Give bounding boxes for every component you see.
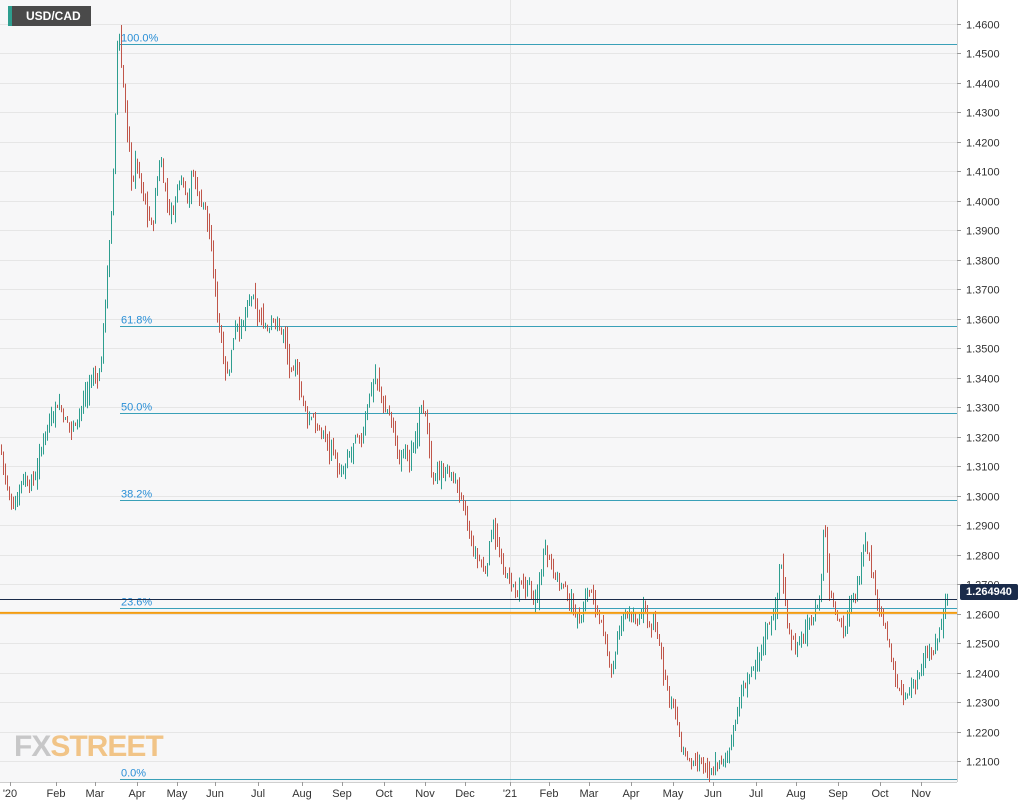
price-axis[interactable]: 1.21001.22001.23001.24001.25001.26001.27… — [957, 20, 1000, 769]
y-tick-label: 1.3600 — [966, 315, 1000, 327]
y-tick-label: 1.2600 — [966, 610, 1000, 622]
y-tick-label: 1.2500 — [966, 639, 1000, 651]
y-tick-label: 1.3700 — [966, 285, 1000, 297]
x-tick-label: Aug — [786, 788, 806, 800]
y-tick-label: 1.4000 — [966, 197, 1000, 209]
fibonacci-levels: 100.0% 61.8% 50.0% 38.2% 23.6% 0.0% — [120, 33, 957, 780]
y-tick-label: 1.4100 — [966, 167, 1000, 179]
fib-label: 0.0% — [121, 768, 146, 780]
y-tick-label: 1.2100 — [966, 757, 1000, 769]
y-tick-label: 1.3300 — [966, 403, 1000, 415]
y-tick-label: 1.3000 — [966, 492, 1000, 504]
x-tick-label: Jun — [704, 788, 722, 800]
x-tick-label: Dec — [455, 788, 475, 800]
symbol-label: USD/CAD — [8, 6, 91, 26]
x-tick-label: '21 — [503, 788, 517, 800]
gridlines — [0, 0, 957, 782]
last-price-tag: 1.264940 — [960, 584, 1018, 600]
y-tick-label: 1.2300 — [966, 698, 1000, 710]
x-tick-label: May — [167, 788, 188, 800]
y-tick-label: 1.4400 — [966, 79, 1000, 91]
y-tick-label: 1.3500 — [966, 344, 1000, 356]
x-tick-label: Feb — [540, 788, 559, 800]
fib-label: 61.8% — [121, 315, 152, 327]
x-tick-label: Sep — [332, 788, 352, 800]
fib-label: 100.0% — [121, 33, 159, 45]
x-tick-label: Apr — [622, 788, 639, 800]
plot-area — [0, 0, 957, 782]
y-tick-label: 1.2900 — [966, 521, 1000, 533]
y-tick-label: 1.2800 — [966, 551, 1000, 563]
x-tick-label: Jul — [749, 788, 763, 800]
fib-label: 50.0% — [121, 402, 152, 414]
y-tick-label: 1.4600 — [966, 20, 1000, 32]
time-axis[interactable]: '20 Feb Mar Apr May Jun Jul Aug Sep Oct Nov Dec '21 F… — [3, 782, 931, 800]
y-tick-label: 1.3900 — [966, 226, 1000, 238]
x-tick-label: Apr — [128, 788, 145, 800]
x-tick-label: Jul — [251, 788, 265, 800]
x-tick-label: Oct — [375, 788, 392, 800]
x-tick-label: Mar — [86, 788, 105, 800]
x-tick-label: Nov — [415, 788, 435, 800]
logo-text-street: STREET — [50, 730, 163, 763]
x-tick-label: Oct — [871, 788, 888, 800]
x-tick-label: Jun — [206, 788, 224, 800]
x-tick-label: Mar — [580, 788, 599, 800]
x-tick-label: Feb — [47, 788, 66, 800]
y-tick-label: 1.3800 — [966, 256, 1000, 268]
fxstreet-logo: FXSTREET — [14, 730, 164, 764]
x-tick-label: Nov — [911, 788, 931, 800]
y-tick-label: 1.2200 — [966, 728, 1000, 740]
y-tick-label: 1.4200 — [966, 138, 1000, 150]
y-tick-label: 1.3100 — [966, 462, 1000, 474]
x-tick-label: May — [663, 788, 684, 800]
horizontal-lines — [0, 599, 957, 614]
x-tick-label: '20 — [3, 788, 17, 800]
x-tick-label: Aug — [292, 788, 312, 800]
y-tick-label: 1.4500 — [966, 49, 1000, 61]
y-tick-label: 1.2400 — [966, 669, 1000, 681]
fib-label: 38.2% — [121, 489, 152, 501]
y-tick-label: 1.4300 — [966, 108, 1000, 120]
y-tick-label: 1.3200 — [966, 433, 1000, 445]
logo-text-fx: FX — [14, 730, 51, 763]
fib-label: 23.6% — [121, 597, 152, 609]
x-tick-label: Sep — [828, 788, 848, 800]
y-tick-label: 1.3400 — [966, 374, 1000, 386]
